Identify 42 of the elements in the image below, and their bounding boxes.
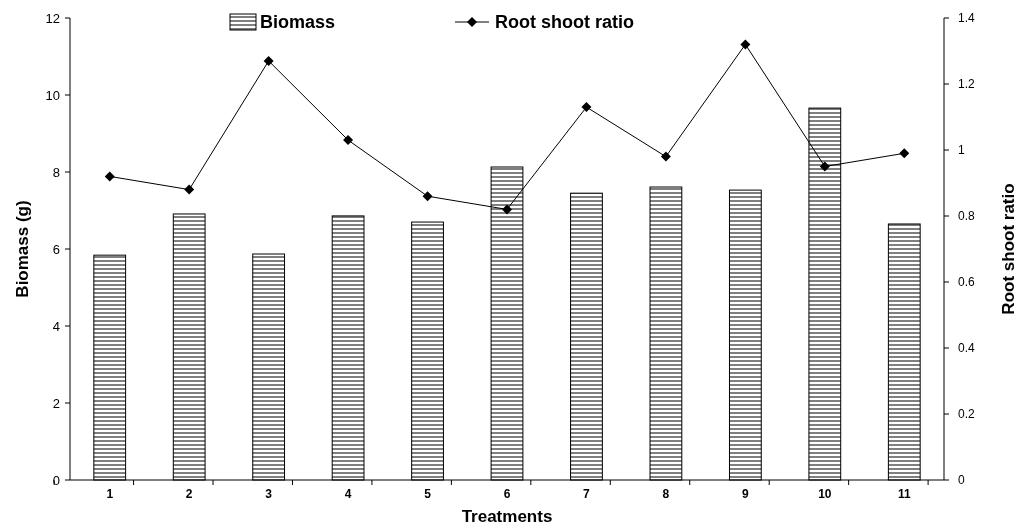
y2-tick-label: 0.6 bbox=[958, 275, 976, 290]
y2-axis-title: Root shoot ratio bbox=[999, 183, 1018, 315]
x-tick-label: 3 bbox=[265, 487, 273, 501]
y-tick-label: 10 bbox=[45, 87, 60, 103]
x-tick-label: 2 bbox=[185, 487, 193, 501]
y-tick-label: 6 bbox=[52, 241, 60, 257]
y2-tick-label: 1.4 bbox=[958, 11, 976, 26]
point bbox=[502, 204, 512, 215]
y-tick-label: 0 bbox=[52, 472, 60, 488]
point bbox=[819, 161, 830, 172]
x-tick-label: 8 bbox=[662, 487, 670, 501]
y2-tick-label: 0 bbox=[958, 473, 965, 488]
x-tick-label: 1 bbox=[106, 487, 114, 501]
y-axis-title: Biomass (g) bbox=[13, 200, 32, 298]
y2-tick-label: 0.4 bbox=[958, 341, 976, 356]
point bbox=[581, 102, 592, 113]
y2-tick-label: 1 bbox=[958, 143, 965, 158]
x-tick-label: 6 bbox=[503, 487, 511, 501]
x-axis-title: Treatments bbox=[461, 507, 553, 526]
x-tick-label: 4 bbox=[344, 487, 352, 501]
point bbox=[104, 171, 115, 182]
x-tick-label: 10 bbox=[818, 487, 832, 501]
y-tick-label: 12 bbox=[45, 10, 60, 26]
x-tick-label: 7 bbox=[583, 487, 591, 501]
point bbox=[343, 135, 354, 146]
point bbox=[422, 191, 433, 202]
y2-tick-label: 0.8 bbox=[958, 209, 976, 224]
y-tick-label: 2 bbox=[52, 395, 60, 411]
x-tick-label: 5 bbox=[424, 487, 432, 501]
x-tick-label: 11 bbox=[897, 487, 911, 501]
legend-label: Biomass bbox=[260, 12, 336, 33]
y-tick-label: 8 bbox=[52, 164, 60, 180]
point bbox=[899, 148, 910, 159]
legend-label: Root shoot ratio bbox=[495, 12, 634, 33]
x-tick-label: 9 bbox=[742, 487, 750, 501]
y2-tick-label: 0.2 bbox=[958, 407, 976, 422]
point bbox=[263, 55, 274, 66]
y-tick-label: 4 bbox=[52, 318, 60, 334]
point bbox=[660, 151, 671, 162]
y2-tick-label: 1.2 bbox=[958, 77, 976, 92]
point bbox=[184, 184, 195, 195]
point bbox=[740, 39, 751, 50]
